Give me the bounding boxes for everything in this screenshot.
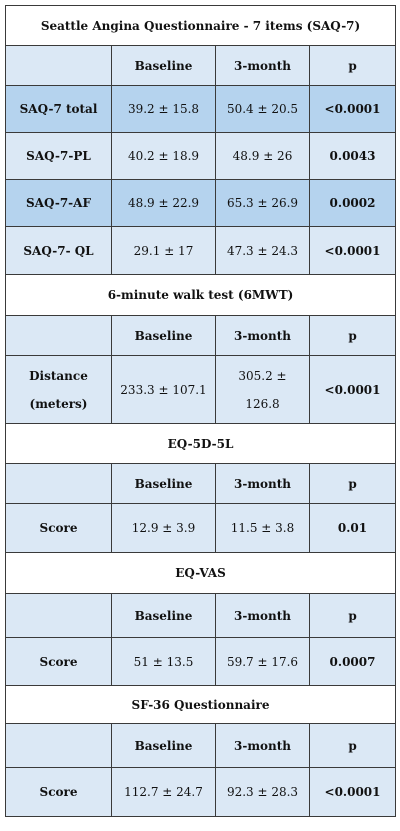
header-baseline: Baseline (111, 315, 216, 356)
row-label: SAQ-7- QL (5, 226, 112, 275)
month3-value: 65.3 ± 26.9 (215, 179, 310, 227)
sf36-header-row: Baseline 3-month p (5, 723, 397, 768)
p-value: 0.0007 (308, 637, 397, 686)
table-row: Distance (meters) 233.3 ± 107.1 305.2 ± … (5, 355, 397, 424)
mwt-header-row: Baseline 3-month p (5, 315, 397, 356)
table-row: Score 12.9 ± 3.9 11.5 ± 3.8 0.01 (5, 503, 397, 553)
header-p: p (308, 593, 397, 638)
p-value: 0.0002 (308, 179, 397, 227)
header-3-month: 3-month (215, 45, 310, 86)
row-label: Distance (meters) (5, 355, 112, 424)
header-p: p (308, 723, 397, 768)
baseline-value: 12.9 ± 3.9 (111, 503, 216, 553)
table-row: SAQ-7 total 39.2 ± 15.8 50.4 ± 20.5 <0.0… (5, 85, 397, 133)
month3-value: 48.9 ± 26 (215, 132, 310, 180)
table-row: Score 112.7 ± 24.7 92.3 ± 28.3 <0.0001 (5, 767, 397, 817)
header-p: p (308, 45, 397, 86)
eqvas-title: EQ-VAS (4, 552, 397, 594)
results-table: Seattle Angina Questionnaire - 7 items (… (4, 5, 397, 817)
month3-value: 92.3 ± 28.3 (215, 767, 310, 817)
p-value: <0.0001 (308, 226, 397, 275)
baseline-value: 29.1 ± 17 (111, 226, 216, 275)
baseline-value: 51 ± 13.5 (111, 637, 216, 686)
baseline-value: 39.2 ± 15.8 (111, 85, 216, 133)
header-empty-cell (5, 463, 112, 504)
p-value: <0.0001 (308, 355, 397, 424)
row-label: Score (5, 503, 112, 553)
eq5d-title: EQ-5D-5L (4, 423, 397, 464)
month3-value: 305.2 ± 126.8 (215, 355, 310, 424)
header-empty-cell (5, 45, 112, 86)
table-row: SAQ-7- QL 29.1 ± 17 47.3 ± 24.3 <0.0001 (5, 226, 397, 275)
saq7-title-row: Seattle Angina Questionnaire - 7 items (… (4, 5, 397, 46)
eq5d-header-row: Baseline 3-month p (5, 463, 397, 504)
baseline-value: 40.2 ± 18.9 (111, 132, 216, 180)
sf36-title-row: SF-36 Questionnaire (4, 685, 397, 724)
header-3-month: 3-month (215, 593, 310, 638)
baseline-value: 112.7 ± 24.7 (111, 767, 216, 817)
saq7-header-row: Baseline 3-month p (5, 45, 397, 86)
p-value: <0.0001 (308, 767, 397, 817)
mwt-title-row: 6-minute walk test (6MWT) (4, 274, 397, 316)
header-empty-cell (5, 723, 112, 768)
header-3-month: 3-month (215, 463, 310, 504)
row-label: SAQ-7 total (5, 85, 112, 133)
header-empty-cell (5, 315, 112, 356)
mwt-title: 6-minute walk test (6MWT) (4, 274, 397, 316)
eqvas-header-row: Baseline 3-month p (5, 593, 397, 638)
header-baseline: Baseline (111, 45, 216, 86)
table-row: Score 51 ± 13.5 59.7 ± 17.6 0.0007 (5, 637, 397, 686)
header-3-month: 3-month (215, 315, 310, 356)
month3-value: 47.3 ± 24.3 (215, 226, 310, 275)
header-empty-cell (5, 593, 112, 638)
header-3-month: 3-month (215, 723, 310, 768)
saq7-title: Seattle Angina Questionnaire - 7 items (… (4, 5, 397, 46)
baseline-value: 48.9 ± 22.9 (111, 179, 216, 227)
p-value: <0.0001 (308, 85, 397, 133)
header-baseline: Baseline (111, 723, 216, 768)
table-row: SAQ-7-PL 40.2 ± 18.9 48.9 ± 26 0.0043 (5, 132, 397, 180)
p-value: 0.01 (308, 503, 397, 553)
row-label: SAQ-7-AF (5, 179, 112, 227)
sf36-title: SF-36 Questionnaire (4, 685, 397, 724)
eqvas-title-row: EQ-VAS (4, 552, 397, 594)
header-baseline: Baseline (111, 593, 216, 638)
table-row: SAQ-7-AF 48.9 ± 22.9 65.3 ± 26.9 0.0002 (5, 179, 397, 227)
row-label: SAQ-7-PL (5, 132, 112, 180)
month3-value: 50.4 ± 20.5 (215, 85, 310, 133)
baseline-value: 233.3 ± 107.1 (111, 355, 216, 424)
eq5d-title-row: EQ-5D-5L (4, 423, 397, 464)
row-label: Score (5, 767, 112, 817)
month3-value: 59.7 ± 17.6 (215, 637, 310, 686)
row-label: Score (5, 637, 112, 686)
p-value: 0.0043 (308, 132, 397, 180)
header-p: p (308, 463, 397, 504)
header-baseline: Baseline (111, 463, 216, 504)
month3-value: 11.5 ± 3.8 (215, 503, 310, 553)
header-p: p (308, 315, 397, 356)
